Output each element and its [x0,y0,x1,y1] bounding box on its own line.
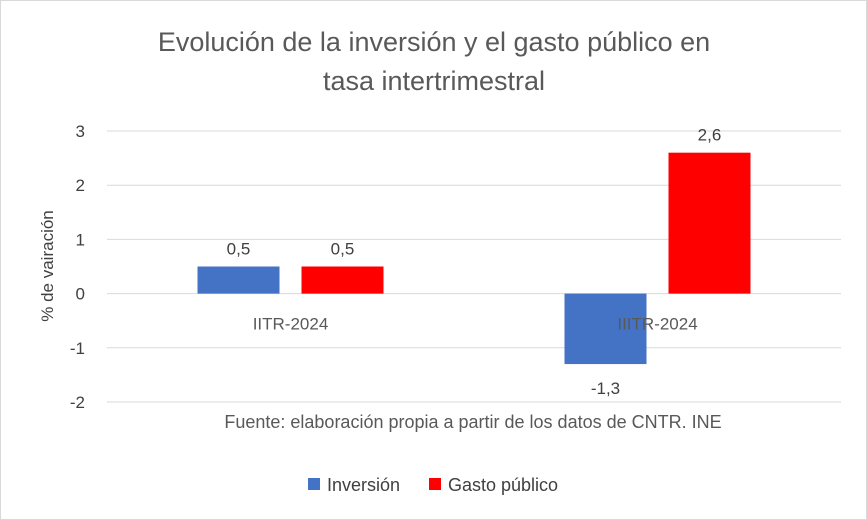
data-label-gasto-publico-iitr-2024: 0,5 [331,240,355,259]
bar-gasto-publico-iitr-2024 [301,266,384,294]
y-tick-label: 1 [76,230,85,249]
chart-title-line-1: Evolución de la inversión y el gasto púb… [158,27,710,57]
y-tick-label: -2 [70,393,85,412]
bar-inversion-iitr-2024 [197,266,280,294]
y-axis-label: % de vairación [38,210,57,322]
legend-label-gasto-publico: Gasto público [448,475,558,495]
source-annotation: Fuente: elaboración propia a partir de l… [224,412,721,432]
y-tick-label: -1 [70,339,85,358]
y-tick-label: 0 [76,285,85,304]
data-label-inversion-iiitr-2024: -1,3 [591,379,620,398]
chart-title-line-2: tasa intertrimestral [323,66,545,96]
bars [197,152,751,365]
category-label-iitr-2024: IITR-2024 [253,315,329,334]
data-label-gasto-publico-iiitr-2024: 2,6 [698,126,722,145]
category-label-iiitr-2024: IIITR-2024 [617,315,697,334]
data-labels: 0,5 0,5 -1,3 2,6 [227,126,722,398]
bar-gasto-publico-iiitr-2024 [668,152,751,294]
data-label-inversion-iitr-2024: 0,5 [227,240,251,259]
y-axis-ticks: 3 2 1 0 -1 -2 [70,122,85,412]
y-tick-label: 2 [76,176,85,195]
bar-inversion-iiitr-2024 [564,293,647,365]
category-labels: IITR-2024 IIITR-2024 [253,315,698,334]
y-tick-label: 3 [76,122,85,141]
legend: Inversión Gasto público [308,475,558,495]
legend-swatch-inversion [308,478,320,490]
legend-swatch-gasto-publico [429,478,441,490]
legend-label-inversion: Inversión [327,475,400,495]
